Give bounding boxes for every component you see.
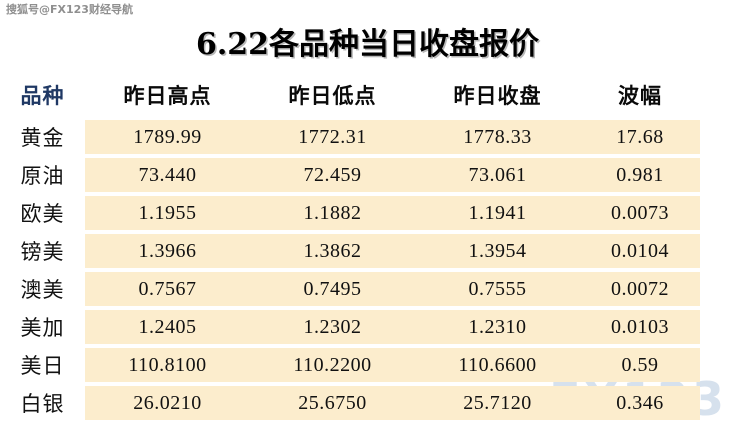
table-row: 澳美 0.7567 0.7495 0.7555 0.0072 [0,270,735,308]
table-header-row: 品种 昨日高点 昨日低点 昨日收盘 波幅 [0,72,735,118]
cell-instrument: 澳美 [20,278,65,302]
row-highlight-band [85,158,700,192]
row-highlight-band [85,272,700,306]
row-highlight-band [85,348,700,382]
table-row: 原油 73.440 72.459 73.061 0.981 [0,156,735,194]
column-header-prev-close: 昨日收盘 [453,83,542,108]
cell-instrument: 黄金 [20,126,65,150]
table-row: 欧美 1.1955 1.1882 1.1941 0.0073 [0,194,735,232]
cell-amplitude: 0.981 [616,163,664,186]
cell-prev-close: 1.3954 [468,239,527,262]
table-row: 黄金 1789.99 1772.31 1778.33 17.68 [0,118,735,156]
cell-prev-high: 26.0210 [133,391,202,414]
cell-amplitude: 0.346 [616,391,664,414]
cell-instrument: 欧美 [20,202,65,226]
row-highlight-band [85,310,700,344]
cell-prev-high: 1.1955 [138,201,197,224]
row-highlight-band [85,120,700,154]
cell-instrument: 原油 [20,164,65,188]
cell-amplitude: 0.0104 [611,239,669,262]
cell-amplitude: 0.0073 [611,201,669,224]
cell-instrument: 美日 [20,354,65,378]
cell-prev-high: 1789.99 [133,125,202,148]
column-header-prev-low: 昨日低点 [288,83,377,108]
cell-prev-close: 73.061 [468,163,527,186]
cell-prev-low: 1772.31 [298,125,367,148]
cell-prev-low: 1.2302 [303,315,362,338]
table-row: 白银 26.0210 25.6750 25.7120 0.346 [0,384,735,422]
sohu-source-watermark: 搜狐号@FX123财经导航 [6,3,133,16]
closing-quotes-table: 品种 昨日高点 昨日低点 昨日收盘 波幅 黄金 1789.99 1772.31 … [0,72,735,422]
column-header-amplitude: 波幅 [618,83,662,108]
cell-prev-high: 0.7567 [138,277,197,300]
row-highlight-band [85,386,700,420]
cell-prev-high: 73.440 [138,163,197,186]
row-highlight-band [85,196,700,230]
cell-prev-low: 110.2200 [293,353,372,376]
table-row: 镑美 1.3966 1.3862 1.3954 0.0104 [0,232,735,270]
row-highlight-band [85,234,700,268]
table-row: 美日 110.8100 110.2200 110.6600 0.59 [0,346,735,384]
cell-prev-low: 72.459 [303,163,362,186]
cell-amplitude: 0.0103 [611,315,669,338]
cell-prev-close: 1.1941 [468,201,527,224]
cell-prev-close: 25.7120 [463,391,532,414]
table-row: 美加 1.2405 1.2302 1.2310 0.0103 [0,308,735,346]
cell-prev-high: 1.2405 [138,315,197,338]
cell-instrument: 美加 [20,316,65,340]
cell-prev-high: 110.8100 [128,353,207,376]
column-header-instrument: 品种 [20,83,65,108]
cell-instrument: 白银 [20,392,65,416]
cell-prev-low: 1.1882 [303,201,362,224]
cell-prev-low: 0.7495 [303,277,362,300]
cell-amplitude: 0.0072 [611,277,669,300]
cell-amplitude: 0.59 [621,353,659,376]
cell-prev-low: 25.6750 [298,391,367,414]
cell-amplitude: 17.68 [616,125,664,148]
cell-prev-low: 1.3862 [303,239,362,262]
cell-prev-close: 1778.33 [463,125,532,148]
column-header-prev-high: 昨日高点 [123,83,212,108]
cell-prev-high: 1.3966 [138,239,197,262]
cell-prev-close: 1.2310 [468,315,527,338]
page-title: 6.22各品种当日收盘报价 [195,27,540,62]
cell-instrument: 镑美 [20,240,65,264]
cell-prev-close: 0.7555 [468,277,527,300]
cell-prev-close: 110.6600 [458,353,537,376]
